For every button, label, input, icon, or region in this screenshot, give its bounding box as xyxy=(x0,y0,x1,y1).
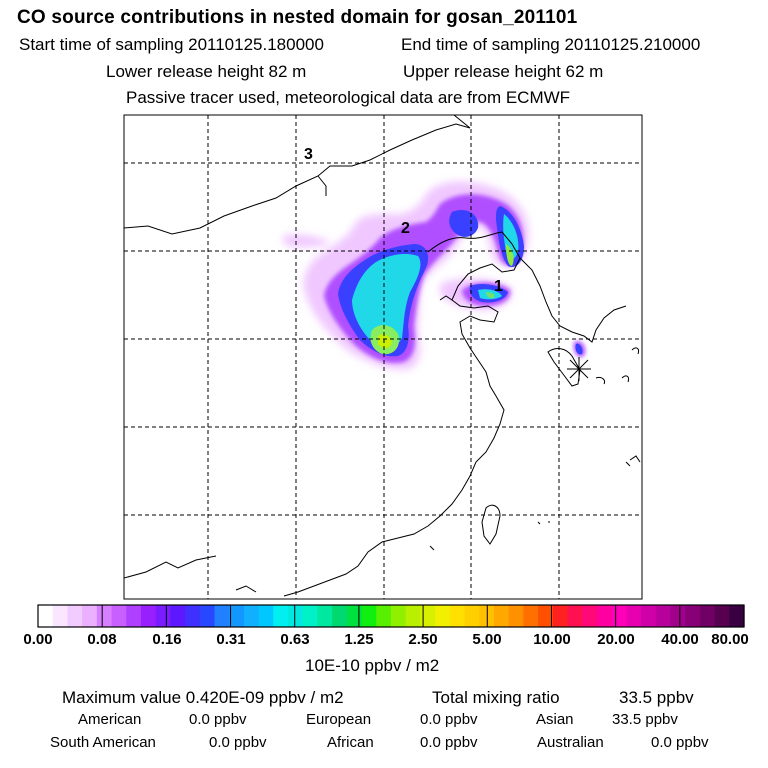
region-value: 0.0 ppbv xyxy=(420,711,478,728)
tracer-note: Passive tracer used, meteorological data… xyxy=(126,88,571,107)
colorbar-cell xyxy=(391,605,407,627)
colorbar-cell xyxy=(170,605,186,627)
colorbar-cell xyxy=(82,605,98,627)
colorbar-cell xyxy=(582,605,598,627)
region-name: African xyxy=(327,734,374,751)
colorbar-tick-label: 0.31 xyxy=(216,631,246,648)
colorbar-cell xyxy=(567,605,583,627)
colorbar-cell xyxy=(229,605,245,627)
colorbar-cell xyxy=(538,605,554,627)
region-name: South American xyxy=(50,734,156,751)
colorbar-tick-label: 0.16 xyxy=(152,631,182,648)
colorbar-cell xyxy=(361,605,377,627)
max-value-label: Maximum value 0.420E-09 ppbv / m2 xyxy=(62,688,344,707)
total-mixing-label: Total mixing ratio xyxy=(432,688,560,707)
colorbar-cell xyxy=(302,605,319,627)
colorbar-cell xyxy=(111,605,127,627)
upper-release-height-label: Upper release height 62 m xyxy=(403,62,604,81)
colorbar-cell xyxy=(596,605,613,627)
colorbar-cell xyxy=(420,605,436,627)
colorbar-cell xyxy=(38,605,54,627)
colorbar-cell xyxy=(523,605,539,627)
colorbar-cell xyxy=(405,605,422,627)
colorbar-cell xyxy=(288,605,304,627)
colorbar-cell xyxy=(449,605,466,627)
colorbar-cell xyxy=(96,605,113,627)
colorbar-tick-label: 0.63 xyxy=(280,631,310,648)
colorbar-cell xyxy=(67,605,83,627)
colorbar-cell xyxy=(508,605,524,627)
colorbar-cell xyxy=(155,605,171,627)
colorbar-cell xyxy=(611,605,627,627)
colorbar-cell xyxy=(493,605,510,627)
region-name: American xyxy=(78,711,142,728)
colorbar-cell xyxy=(376,605,392,627)
colorbar-tick-label: 80.00 xyxy=(711,631,749,648)
colorbar-cell xyxy=(699,605,716,627)
lower-release-height-label: Lower release height 82 m xyxy=(106,62,307,81)
colorbar-cell xyxy=(670,605,686,627)
start-time-label: Start time of sampling 20110125.180000 xyxy=(19,35,324,54)
marker-label-2: 2 xyxy=(401,220,410,237)
receptor-marker xyxy=(567,357,591,381)
region-value: 33.5 ppbv xyxy=(612,711,678,728)
colorbar-tick-label: 0.08 xyxy=(87,631,117,648)
colorbar-unit: 10E-10 ppbv / m2 xyxy=(305,656,440,675)
colorbar-cell xyxy=(655,605,672,627)
total-mixing-value: 33.5 ppbv xyxy=(619,688,694,707)
colorbar-cell xyxy=(626,605,642,627)
colorbar-cell xyxy=(685,605,701,627)
region-value: 0.0 ppbv xyxy=(651,734,709,751)
region-value: 0.0 ppbv xyxy=(189,711,247,728)
colorbar-cell xyxy=(185,605,201,627)
lat-lon-grid xyxy=(124,115,642,599)
colorbar-tick-label: 40.00 xyxy=(661,631,699,648)
colorbar-cell xyxy=(552,605,569,627)
coastlines xyxy=(124,115,641,597)
colorbar-cell xyxy=(332,605,348,627)
colorbar-cell xyxy=(243,605,260,627)
map-frame xyxy=(123,114,643,600)
colorbar-cell xyxy=(52,605,69,627)
colorbar-cell xyxy=(214,605,230,627)
colorbar-frame xyxy=(37,604,745,628)
colorbar-cell xyxy=(126,605,142,627)
colorbar-cell xyxy=(641,605,657,627)
colorbar-tick-label: 0.00 xyxy=(23,631,53,648)
marker-label-3: 3 xyxy=(304,146,313,163)
marker-label-1: 1 xyxy=(494,278,503,295)
colorbar-tick-label: 2.50 xyxy=(408,631,438,648)
colorbar-cell xyxy=(140,605,157,627)
colorbar-cell xyxy=(317,605,333,627)
region-name: Australian xyxy=(537,734,604,751)
region-value: 0.0 ppbv xyxy=(420,734,478,751)
colorbar-cell xyxy=(258,605,274,627)
colorbar-cell xyxy=(199,605,216,627)
region-name: European xyxy=(306,711,372,728)
colorbar-tick-label: 20.00 xyxy=(597,631,635,648)
colorbar-cell xyxy=(714,605,730,627)
colorbar-tick-label: 5.00 xyxy=(472,631,502,648)
plume-cyan xyxy=(352,214,519,348)
region-value: 0.0 ppbv xyxy=(209,734,267,751)
colorbar-tick-label: 1.25 xyxy=(344,631,374,648)
colorbar-tick-label: 10.00 xyxy=(533,631,571,648)
colorbar-cell xyxy=(464,605,480,627)
plume-core xyxy=(370,244,514,355)
chart-title: CO source contributions in nested domain… xyxy=(17,7,578,28)
colorbar-cell xyxy=(729,605,745,627)
colorbar-cell xyxy=(435,605,451,627)
region-name: Asian xyxy=(536,711,574,728)
colorbar-cell xyxy=(346,605,363,627)
end-time-label: End time of sampling 20110125.210000 xyxy=(401,35,701,54)
colorbar-cell xyxy=(273,605,289,627)
